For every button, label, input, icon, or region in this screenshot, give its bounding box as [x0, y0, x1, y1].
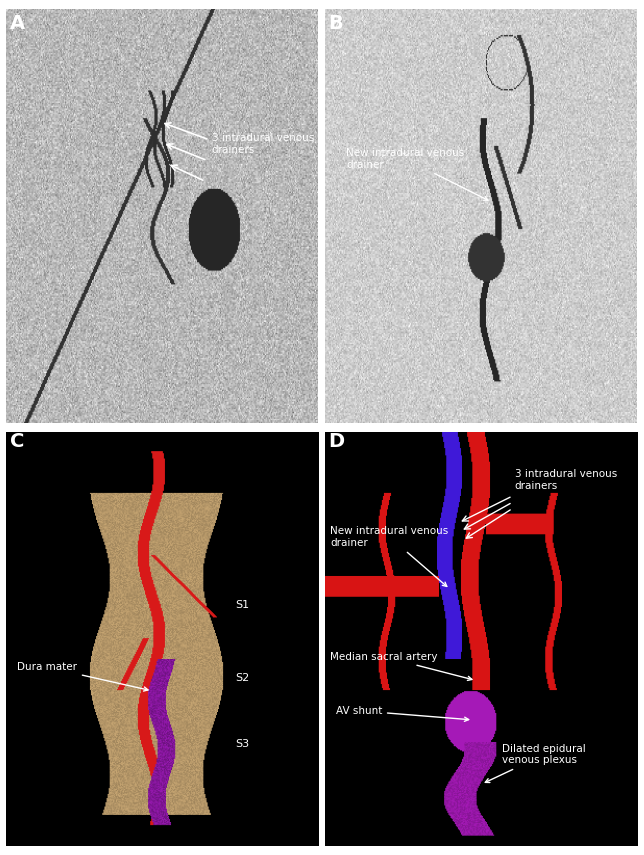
Text: S1: S1 — [236, 600, 250, 610]
Text: Dilated epidural
venous plexus: Dilated epidural venous plexus — [486, 744, 586, 782]
Text: Median sacral artery: Median sacral artery — [330, 652, 472, 681]
Text: Dura mater: Dura mater — [17, 662, 148, 691]
Text: New intradural venous
drainer: New intradural venous drainer — [330, 526, 449, 587]
Text: AV shunt: AV shunt — [336, 705, 469, 722]
Text: 3 intradural venous
drainers: 3 intradural venous drainers — [212, 133, 314, 155]
Text: B: B — [328, 15, 343, 33]
Text: A: A — [10, 15, 24, 33]
Text: D: D — [328, 433, 345, 451]
Text: C: C — [10, 433, 24, 451]
Text: New intradural venous
drainer: New intradural venous drainer — [346, 148, 488, 200]
Text: S3: S3 — [236, 739, 250, 749]
Text: S2: S2 — [236, 673, 250, 682]
Text: 3 intradural venous
drainers: 3 intradural venous drainers — [515, 469, 617, 491]
